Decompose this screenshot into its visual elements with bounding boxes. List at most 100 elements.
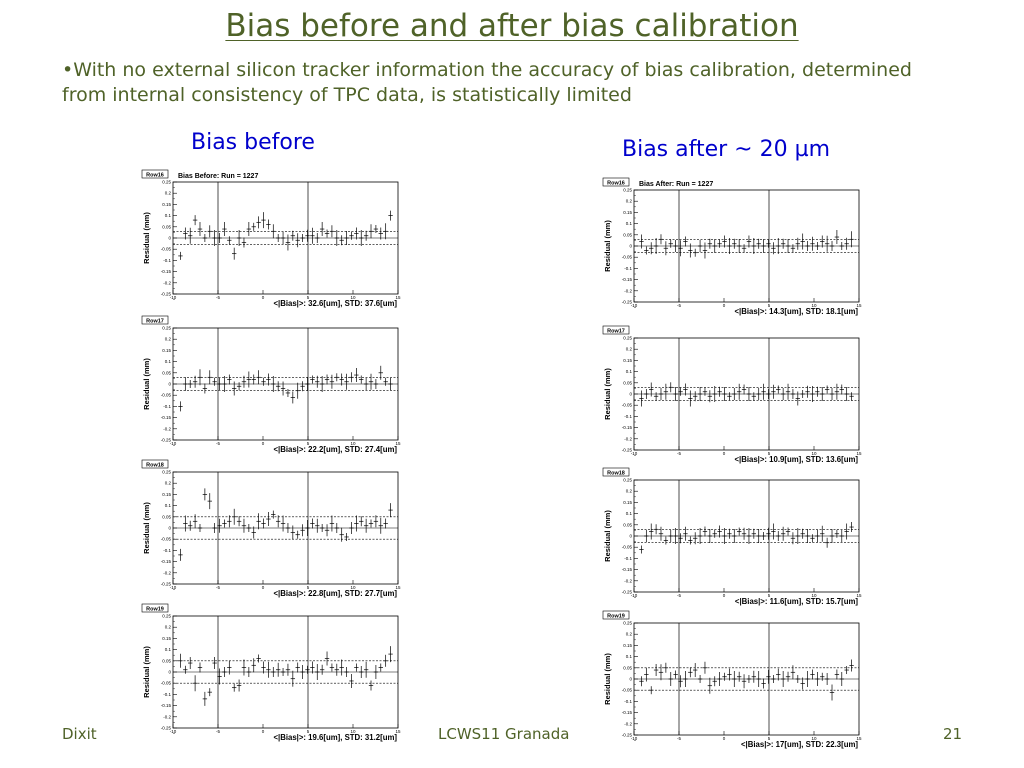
data-point <box>207 225 212 238</box>
data-point <box>805 241 810 251</box>
data-point <box>766 669 771 684</box>
data-point <box>746 528 752 544</box>
bias-stats-label: <|Bias|>: 22.8[um], STD: 27.7[um] <box>273 589 397 598</box>
data-point <box>839 242 844 250</box>
data-point <box>315 518 320 533</box>
data-point <box>231 508 237 525</box>
data-point <box>227 660 232 675</box>
data-point <box>329 663 335 672</box>
data-point <box>639 390 644 407</box>
x-tick-label: 15 <box>395 295 401 300</box>
data-point <box>800 390 805 398</box>
data-point <box>266 373 271 386</box>
data-point <box>649 242 654 255</box>
data-point <box>202 488 208 501</box>
y-tick-label: -0.1 <box>624 556 632 561</box>
y-tick-label: 0 <box>168 382 171 387</box>
data-point <box>658 388 664 400</box>
y-tick-label: -0.15 <box>622 567 633 572</box>
data-point <box>780 238 786 249</box>
data-point <box>188 520 193 531</box>
data-point <box>780 526 786 541</box>
data-point <box>741 244 747 253</box>
data-point <box>231 247 237 260</box>
y-tick-label: 0.15 <box>162 636 171 641</box>
data-point <box>222 667 227 677</box>
data-point <box>663 241 669 256</box>
data-point <box>339 527 344 542</box>
data-point <box>383 223 388 240</box>
data-point <box>251 658 256 673</box>
bias-stats-label: <|Bias|>: 19.6[um], STD: 31.2[um] <box>273 733 397 742</box>
data-point <box>820 387 825 401</box>
y-tick-label: -0.2 <box>163 426 171 431</box>
data-point <box>820 235 825 248</box>
residual-plot-after-row16: Row16 Bias After: Run = 1227 Residual (mm)… <box>602 177 862 316</box>
data-point <box>378 365 383 380</box>
data-point <box>378 517 383 534</box>
data-point <box>732 671 737 687</box>
x-tick-label: 10 <box>811 303 817 308</box>
data-point <box>766 239 771 248</box>
data-point <box>324 229 330 238</box>
row-label: Row18 <box>602 467 630 477</box>
data-point <box>785 239 791 253</box>
data-point <box>236 679 242 692</box>
plot-title: Bias After: Run = 1227 <box>639 181 713 188</box>
y-tick-label: 0.15 <box>623 210 632 215</box>
data-point <box>751 670 757 683</box>
y-tick-label: -0.1 <box>163 258 171 263</box>
y-tick-label: 0.15 <box>162 202 171 207</box>
data-point <box>207 370 212 385</box>
data-point <box>805 385 810 398</box>
data-point <box>727 392 732 401</box>
data-point <box>202 383 208 394</box>
x-tick-label: -10 <box>631 303 638 308</box>
data-point <box>295 662 300 673</box>
x-tick-label: 0 <box>723 736 726 741</box>
data-point <box>722 672 727 681</box>
row-label: Row16 <box>141 169 169 179</box>
data-point <box>241 237 247 248</box>
data-point <box>256 216 261 229</box>
data-point <box>188 227 193 244</box>
bias-stats-label: <|Bias|>: 14.3[um], STD: 18.1[um] <box>734 307 858 316</box>
data-point <box>683 236 688 247</box>
y-tick-label: 0.25 <box>162 180 171 185</box>
data-point <box>761 532 766 540</box>
data-point <box>275 234 281 242</box>
data-point <box>217 233 222 243</box>
data-point <box>712 676 717 687</box>
data-point <box>183 515 188 532</box>
data-point <box>285 663 291 676</box>
data-point <box>222 376 227 392</box>
data-point <box>315 375 320 388</box>
data-point <box>305 229 310 242</box>
data-point <box>697 675 703 683</box>
data-point <box>639 234 644 249</box>
x-tick-label: -5 <box>677 303 681 308</box>
row-label-text: Row18 <box>607 471 625 477</box>
data-point <box>712 239 717 253</box>
data-point <box>280 232 286 244</box>
data-point <box>771 384 776 399</box>
x-tick-label: 10 <box>350 729 356 734</box>
x-tick-label: 15 <box>856 736 862 741</box>
y-tick-label: 0.1 <box>165 503 172 508</box>
y-axis-label: Residual (mm) <box>603 653 612 705</box>
data-point <box>261 212 266 229</box>
residual-plot-after-row17: Row17 Residual (mm) 0.25 0.2 0.15 0.1 0.05 0 -0.… <box>602 325 862 464</box>
data-point <box>207 493 212 510</box>
y-tick-label: -0.2 <box>624 578 632 583</box>
data-point <box>644 246 649 255</box>
y-tick-label: -0.25 <box>622 448 633 453</box>
data-point <box>810 236 815 251</box>
data-point <box>785 383 791 400</box>
data-point <box>251 222 256 231</box>
y-tick-label: -0.05 <box>622 403 633 408</box>
data-point <box>212 657 217 670</box>
data-point <box>251 374 256 385</box>
data-point <box>727 668 732 681</box>
data-point <box>722 528 727 544</box>
y-tick-label: 0.25 <box>623 621 632 626</box>
